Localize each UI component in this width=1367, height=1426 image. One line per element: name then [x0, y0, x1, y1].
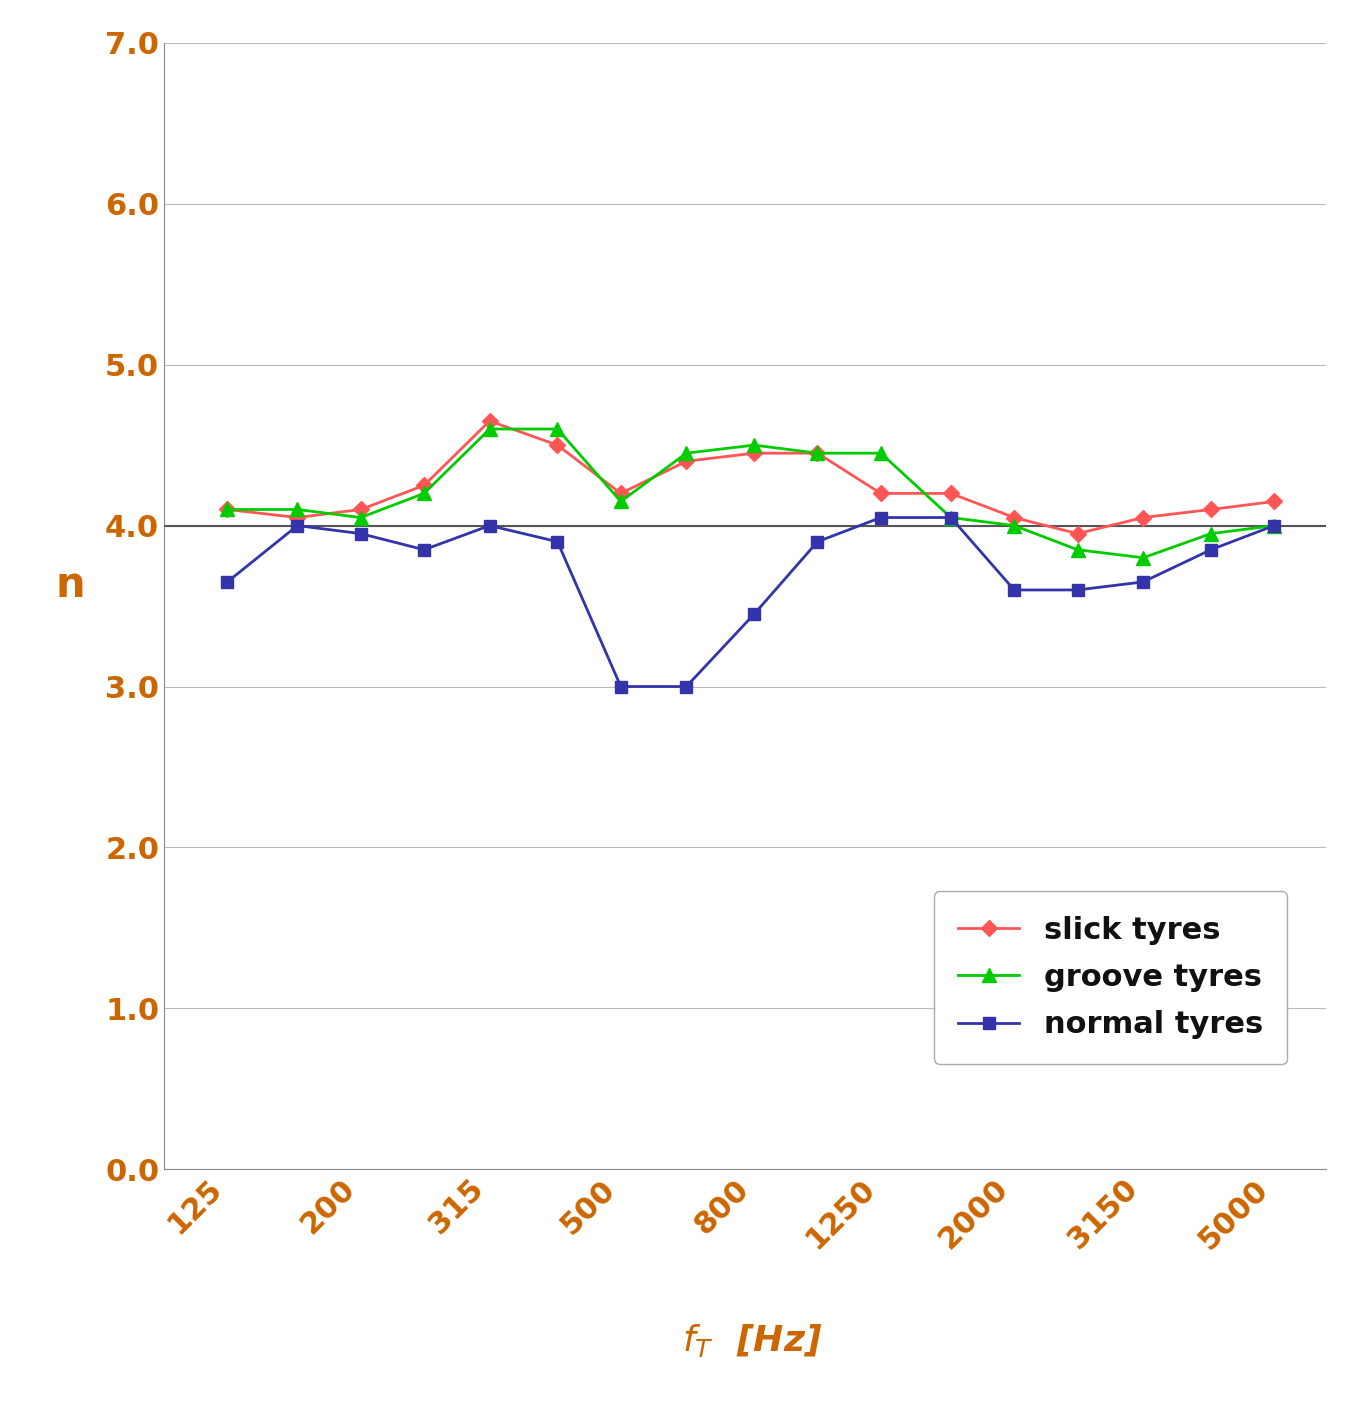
groove tyres — [550, 421, 566, 438]
Legend: slick tyres, groove tyres, normal tyres: slick tyres, groove tyres, normal tyres — [934, 891, 1288, 1064]
Y-axis label: n: n — [56, 565, 85, 606]
slick tyres — [746, 445, 763, 462]
slick tyres — [1203, 501, 1219, 518]
groove tyres — [481, 421, 498, 438]
normal tyres — [416, 540, 432, 558]
groove tyres — [1006, 518, 1023, 535]
normal tyres — [1006, 582, 1023, 599]
normal tyres — [612, 677, 629, 694]
slick tyres — [353, 501, 369, 518]
slick tyres — [219, 501, 235, 518]
groove tyres — [746, 436, 763, 453]
slick tyres — [481, 412, 498, 429]
groove tyres — [678, 445, 694, 462]
normal tyres — [1266, 518, 1282, 535]
slick tyres — [416, 476, 432, 493]
groove tyres — [612, 493, 629, 511]
normal tyres — [746, 606, 763, 623]
Line: groove tyres: groove tyres — [220, 422, 1281, 565]
normal tyres — [550, 533, 566, 550]
normal tyres — [872, 509, 889, 526]
slick tyres — [1006, 509, 1023, 526]
normal tyres — [353, 525, 369, 542]
normal tyres — [943, 509, 960, 526]
slick tyres — [612, 485, 629, 502]
normal tyres — [290, 518, 306, 535]
normal tyres — [1203, 540, 1219, 558]
slick tyres — [550, 436, 566, 453]
slick tyres — [1135, 509, 1151, 526]
slick tyres — [1266, 493, 1282, 511]
normal tyres — [219, 573, 235, 590]
slick tyres — [872, 485, 889, 502]
normal tyres — [1135, 573, 1151, 590]
normal tyres — [809, 533, 826, 550]
groove tyres — [353, 509, 369, 526]
Line: normal tyres: normal tyres — [221, 512, 1281, 693]
normal tyres — [481, 518, 498, 535]
normal tyres — [678, 677, 694, 694]
groove tyres — [943, 509, 960, 526]
slick tyres — [1069, 525, 1085, 542]
groove tyres — [290, 501, 306, 518]
slick tyres — [290, 509, 306, 526]
groove tyres — [1069, 540, 1085, 558]
groove tyres — [809, 445, 826, 462]
Line: slick tyres: slick tyres — [221, 415, 1280, 539]
slick tyres — [809, 445, 826, 462]
Text: $f_T$  [Hz]: $f_T$ [Hz] — [682, 1322, 822, 1359]
slick tyres — [678, 452, 694, 469]
slick tyres — [943, 485, 960, 502]
groove tyres — [219, 501, 235, 518]
groove tyres — [1135, 549, 1151, 566]
groove tyres — [1266, 518, 1282, 535]
groove tyres — [1203, 525, 1219, 542]
normal tyres — [1069, 582, 1085, 599]
groove tyres — [416, 485, 432, 502]
groove tyres — [872, 445, 889, 462]
